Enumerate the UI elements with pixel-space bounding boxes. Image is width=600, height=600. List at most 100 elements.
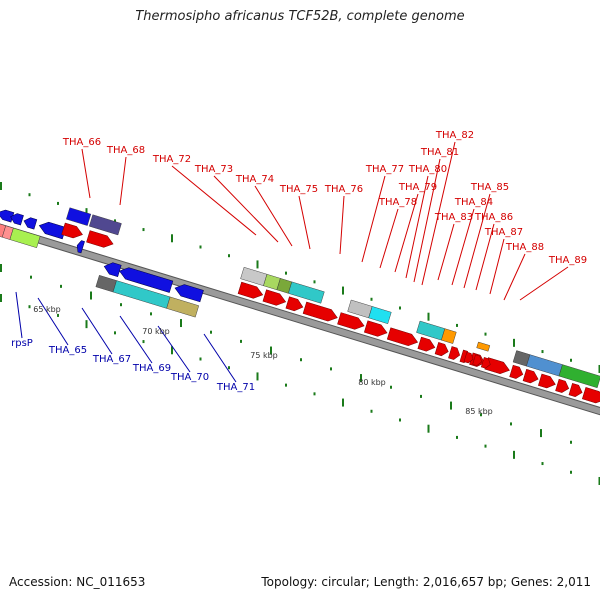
- feature-box: [347, 299, 373, 319]
- gene-label: THA_73: [194, 164, 233, 175]
- gene-label: THA_69: [132, 363, 171, 374]
- kbp-label: 70 kbp: [142, 327, 170, 336]
- gene-arrow-reverse: [10, 213, 24, 226]
- tick-mark: [228, 254, 230, 258]
- feature-box: [441, 328, 457, 344]
- tick-mark: [199, 245, 202, 249]
- tick-mark: [114, 331, 116, 335]
- tick-mark: [199, 357, 202, 361]
- tick-mark: [541, 462, 544, 466]
- leader-line: [157, 325, 191, 373]
- gene-arrow: [386, 327, 419, 346]
- tick-mark: [0, 182, 2, 190]
- leader-line: [81, 148, 91, 199]
- accession-text: Accession: NC_011653: [9, 575, 146, 589]
- tick-mark: [142, 340, 145, 344]
- leader-line: [463, 193, 491, 289]
- tick-mark: [180, 319, 182, 328]
- gene-label: THA_71: [216, 382, 255, 393]
- gene-label: THA_85: [470, 182, 509, 193]
- tick-mark: [370, 409, 373, 413]
- tick-mark: [484, 444, 487, 448]
- gene-arrow-reverse: [76, 240, 85, 254]
- tick-mark: [570, 358, 572, 362]
- tick-mark: [399, 418, 401, 422]
- tick-mark: [57, 201, 59, 205]
- gene-label: THA_72: [152, 154, 191, 165]
- tick-mark: [427, 312, 430, 321]
- feature-box: [558, 364, 600, 389]
- map-title: Thermosipho africanus TCF52B, complete g…: [135, 9, 465, 24]
- tick-mark: [420, 394, 422, 398]
- gene-arrow: [522, 368, 539, 384]
- gene-arrow: [61, 222, 83, 239]
- gene-arrow: [237, 281, 264, 299]
- gene-arrow: [472, 354, 483, 366]
- tick-mark: [399, 306, 401, 310]
- gene-arrow-reverse: [38, 221, 67, 240]
- feature-box: [9, 227, 41, 249]
- gene-label: THA_81: [420, 147, 459, 158]
- tick-mark: [142, 228, 145, 232]
- leader-line: [489, 238, 505, 295]
- tick-mark: [480, 413, 482, 417]
- tick-mark: [598, 364, 600, 373]
- gene-arrow: [434, 342, 449, 357]
- gene-arrow: [86, 230, 114, 248]
- tick-mark: [390, 385, 392, 389]
- gene-label: THA_89: [548, 255, 587, 266]
- feature-box: [95, 275, 117, 293]
- tick-mark: [114, 219, 116, 223]
- gene-label: THA_88: [505, 242, 544, 253]
- gene-arrow: [302, 301, 338, 322]
- tick-mark: [85, 208, 88, 217]
- gene-arrow: [262, 289, 287, 306]
- tick-mark: [285, 383, 287, 387]
- gene-label: THA_65: [48, 345, 87, 356]
- feature-box: [368, 306, 392, 324]
- tick-mark: [210, 330, 212, 334]
- leader-line: [171, 165, 257, 236]
- tick-mark: [0, 264, 2, 272]
- tick-mark: [57, 313, 59, 317]
- gene-label: THA_76: [324, 184, 363, 195]
- tick-mark: [256, 260, 259, 269]
- tick-mark: [541, 350, 544, 354]
- gene-label: THA_66: [62, 137, 101, 148]
- feature-box: [288, 281, 325, 304]
- gene-arrow: [285, 296, 304, 312]
- leader-line: [361, 175, 386, 263]
- tick-mark: [510, 422, 512, 426]
- tick-mark: [513, 338, 515, 347]
- leader-line: [339, 195, 345, 255]
- gene-arrow: [538, 373, 556, 389]
- tick-mark: [0, 294, 2, 302]
- tick-mark: [28, 305, 31, 309]
- gene-label: THA_70: [170, 372, 209, 383]
- tick-mark: [270, 346, 272, 355]
- tick-mark: [484, 332, 487, 336]
- gene-arrow-reverse: [0, 209, 15, 223]
- gene-arrow: [363, 320, 388, 337]
- leader-line: [519, 266, 569, 301]
- tick-mark: [342, 398, 344, 407]
- tick-mark: [171, 346, 173, 355]
- gene-arrow: [417, 336, 436, 352]
- gene-arrow: [581, 387, 600, 404]
- leader-line: [379, 208, 399, 269]
- feature-box: [416, 320, 446, 341]
- gene-label: THA_86: [474, 212, 513, 223]
- gene-label: THA_77: [365, 164, 404, 175]
- tick-mark: [360, 374, 362, 383]
- kbp-label: 85 kbp: [465, 407, 493, 416]
- gene-arrow: [463, 351, 474, 364]
- tick-mark: [240, 339, 242, 343]
- tick-mark: [450, 401, 452, 410]
- tick-mark: [570, 440, 572, 444]
- kbp-label: 80 kbp: [358, 378, 386, 387]
- leader-line: [503, 253, 526, 301]
- gene-label: THA_74: [235, 174, 274, 185]
- tick-mark: [513, 450, 515, 459]
- gene-arrow-reverse: [174, 284, 204, 303]
